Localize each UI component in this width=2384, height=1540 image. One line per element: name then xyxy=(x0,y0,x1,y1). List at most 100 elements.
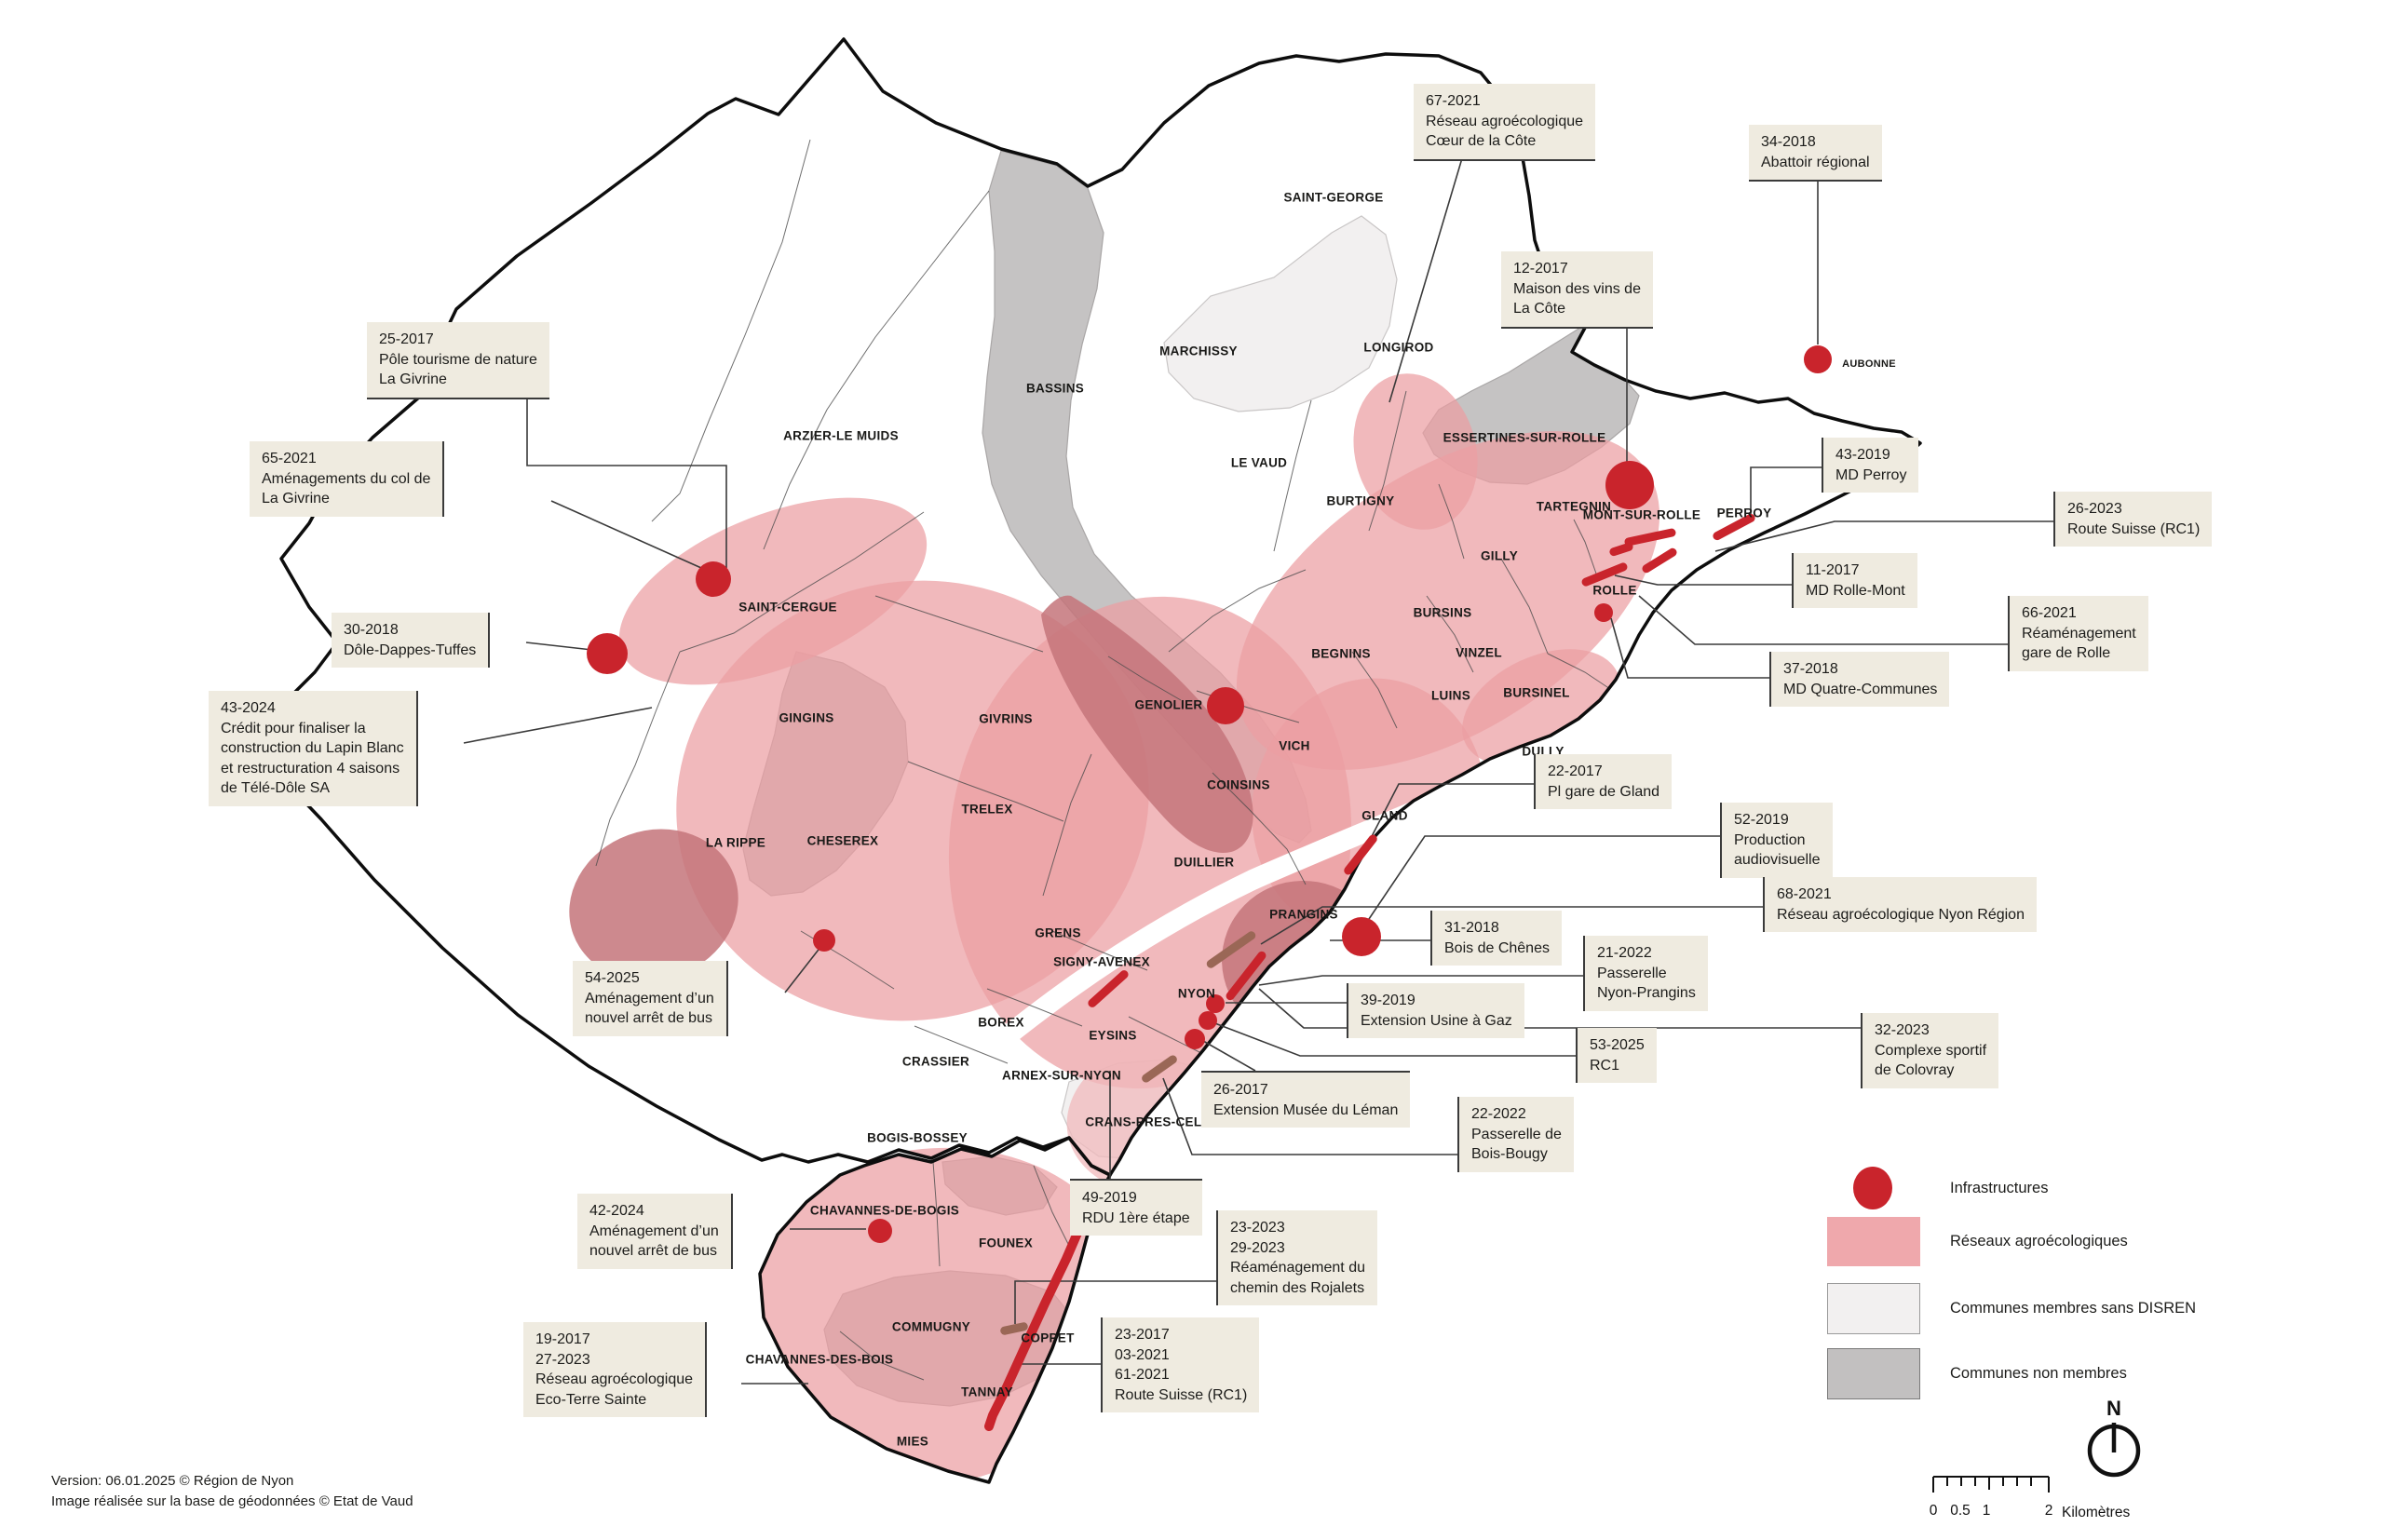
infrastructure-dot xyxy=(1605,461,1654,509)
leader-line-22-2017 xyxy=(1366,783,1534,846)
commune-label-coinsins: COINSINS xyxy=(1207,777,1270,792)
infrastructure-dot xyxy=(587,633,628,674)
north-label: N xyxy=(2106,1397,2121,1420)
commune-label-burtigny: BURTIGNY xyxy=(1326,493,1395,508)
commune-borders xyxy=(595,139,1614,1381)
leader-line-53-2025 xyxy=(1212,1021,1576,1057)
legend-label: Réseaux agroécologiques xyxy=(1950,1232,2128,1250)
commune-label-founex: FOUNEX xyxy=(978,1236,1034,1250)
commune-label-gland: GLAND xyxy=(1361,808,1408,823)
project-label-23-2017: 23-2017 03-2021 61-2021 Route Suisse (RC… xyxy=(1101,1317,1260,1412)
legend-label: Infrastructures xyxy=(1950,1179,2049,1196)
commune-label-longirod: LONGIROD xyxy=(1363,340,1434,355)
north-arrow-icon xyxy=(2087,1423,2141,1478)
commune-label-rolle: ROLLE xyxy=(1592,583,1637,598)
commune-label-bursins: BURSINS xyxy=(1413,605,1472,620)
infrastructure-dash xyxy=(1226,951,1266,1001)
leader-line-54-2025 xyxy=(784,945,822,993)
credits: Version: 06.01.2025 © Région de Nyon Ima… xyxy=(51,1471,413,1512)
commune-label-chavannes-des-bois: CHAVANNES-DES-BOIS xyxy=(745,1352,894,1367)
infrastructure-dash xyxy=(1713,513,1755,541)
commune-label-perroy: PERROY xyxy=(1716,506,1772,520)
commune-label-cheserex: CHESEREX xyxy=(806,833,879,848)
project-label-23-2023: 23-2023 29-2023 Réaménagement du chemin … xyxy=(1216,1210,1377,1305)
project-label-52-2019: 52-2019 Production audiovisuelle xyxy=(1720,803,1833,878)
leader-line-26-2017 xyxy=(1202,1040,1256,1072)
commune-label-signy-avenex: SIGNY-AVENEX xyxy=(1053,954,1150,969)
project-label-30-2018: 30-2018 Dôle-Dappes-Tuffes xyxy=(332,613,491,668)
infrastructure-dash xyxy=(1624,528,1676,547)
project-label-34-2018: 34-2018 Abattoir régional xyxy=(1749,125,1882,182)
commune-label-givrins: GIVRINS xyxy=(979,711,1033,726)
commune-label-genolier: GENOLIER xyxy=(1134,697,1203,712)
commune-label-vich: VICH xyxy=(1279,738,1310,753)
leader-line-52-2019 xyxy=(1366,835,1720,923)
infrastructure-dash xyxy=(1088,970,1129,1007)
project-label-31-2018: 31-2018 Bois de Chênes xyxy=(1430,911,1562,966)
commune-label-saint-cergue: SAINT-CERGUE xyxy=(738,600,837,615)
commune-label-le-vaud: LE VAUD xyxy=(1230,455,1288,470)
leader-line-32-2023 xyxy=(1258,988,1861,1029)
commune-label-luins: LUINS xyxy=(1431,688,1470,703)
commune-label-saint-george: SAINT-GEORGE xyxy=(1283,190,1384,205)
project-label-32-2023: 32-2023 Complexe sportif de Colovray xyxy=(1861,1013,1999,1088)
project-label-25-2017: 25-2017 Pôle tourisme de nature La Givri… xyxy=(367,322,549,399)
commune-label-begnins: BEGNINS xyxy=(1311,646,1371,661)
infrastructure-dot xyxy=(1804,345,1832,373)
legend-swatch-gray-icon xyxy=(1827,1347,1920,1399)
project-label-37-2018: 37-2018 MD Quatre-Communes xyxy=(1769,652,1950,707)
commune-label-tannay: TANNAY xyxy=(961,1385,1013,1399)
commune-label-gilly: GILLY xyxy=(1480,548,1519,563)
project-label-67-2021: 67-2021 Réseau agroécologique Cœur de la… xyxy=(1414,84,1596,161)
project-label-21-2022: 21-2022 Passerelle Nyon-Prangins xyxy=(1583,936,1708,1011)
infrastructure-dot xyxy=(1199,1011,1217,1030)
infrastructure-dot xyxy=(1207,687,1244,724)
credits-line1: Version: 06.01.2025 © Région de Nyon xyxy=(51,1473,294,1489)
infrastructure-dot xyxy=(696,561,731,597)
commune-label-prangins: PRANGINS xyxy=(1269,907,1338,922)
project-label-66-2021: 66-2021 Réaménagement gare de Rolle xyxy=(2008,596,2148,671)
project-label-39-2019: 39-2019 Extension Usine à Gaz xyxy=(1347,983,1524,1038)
scale-label-05: 0.5 xyxy=(1950,1503,1971,1519)
infrastructure-dot xyxy=(1206,994,1225,1013)
commune-label-grens: GRENS xyxy=(1035,925,1081,940)
infrastructure-dash xyxy=(1344,834,1377,875)
leader-line-43-2024 xyxy=(463,707,653,744)
infrastructure-dash xyxy=(1206,931,1256,968)
project-markers xyxy=(587,345,1832,1431)
commune-label-tartegnin: TARTEGNIN xyxy=(1536,499,1612,514)
legend-swatch-dot-icon xyxy=(1853,1167,1892,1209)
leader-line-68-2021 xyxy=(1260,906,1763,945)
scale-unit-label: Kilomètres xyxy=(2062,1505,2131,1520)
commune-label-aubonne: AUBONNE xyxy=(1842,358,1896,370)
motorway-corridor xyxy=(921,790,1449,1109)
commune-label-essertines-sur-rolle: ESSERTINES-SUR-ROLLE xyxy=(1443,430,1606,445)
leader-line-67-2021 xyxy=(1388,157,1463,403)
legend-item-dot: Infrastructures xyxy=(1827,1162,2048,1214)
infrastructure-dash xyxy=(1000,1322,1028,1335)
infrastructure-dash xyxy=(1642,547,1677,574)
project-label-19-2017: 19-2017 27-2023 Réseau agroécologique Ec… xyxy=(523,1322,708,1417)
commune-label-crans-pres-celigny: CRANS-PRES-CELIGNY xyxy=(1085,1114,1234,1129)
infrastructure-dash xyxy=(1581,562,1628,587)
commune-label-arzier-le-muids: ARZIER-LE MUIDS xyxy=(783,428,899,443)
legend-swatch-light-icon xyxy=(1827,1282,1920,1334)
leader-lines xyxy=(463,157,2053,1385)
project-label-26-2023: 26-2023 Route Suisse (RC1) xyxy=(2053,492,2213,547)
scale-label-2: 2 xyxy=(2044,1503,2053,1519)
leader-line-21-2022 xyxy=(1258,975,1583,986)
commune-label-crassier: CRASSIER xyxy=(901,1054,970,1069)
credits-line2: Image réalisée sur la base de géodonnées… xyxy=(51,1493,413,1509)
project-label-12-2017: 12-2017 Maison des vins de La Côte xyxy=(1501,251,1653,329)
leader-line-22-2022 xyxy=(1162,1077,1457,1155)
project-label-49-2019: 49-2019 RDU 1ère étape xyxy=(1070,1179,1202,1236)
commune-label-duillier: DUILLIER xyxy=(1173,855,1235,870)
commune-label-bogis-bossey: BOGIS-BOSSEY xyxy=(867,1130,968,1145)
scale-label-0: 0 xyxy=(1929,1503,1938,1519)
leader-line-23-2023 xyxy=(1014,1280,1216,1324)
commune-label-nyon: NYON xyxy=(1177,986,1216,1001)
leader-line-25-2017 xyxy=(526,396,727,568)
legend-item-pink: Réseaux agroécologiques xyxy=(1827,1215,2128,1267)
